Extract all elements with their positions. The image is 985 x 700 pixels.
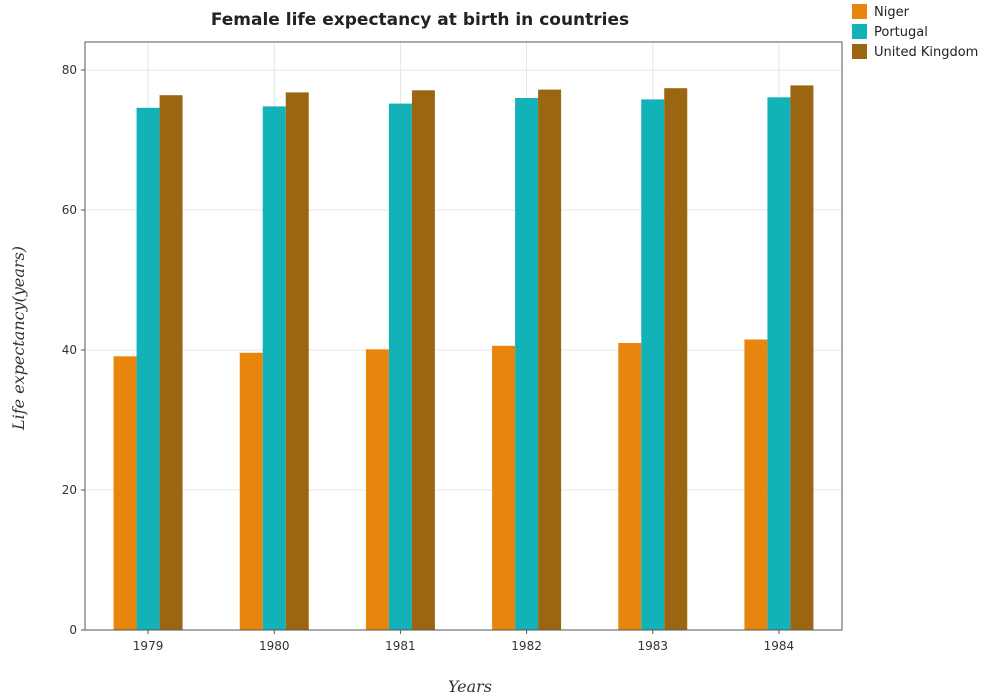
bar-united-kingdom-1982 — [538, 89, 562, 631]
x-tick-label: 1980 — [259, 639, 290, 653]
axes-layer — [84, 41, 843, 631]
x-tick-label: 1979 — [133, 639, 164, 653]
bar-united-kingdom-1980 — [285, 92, 309, 630]
legend-label: Niger — [874, 5, 910, 20]
x-tick-label: 1982 — [511, 639, 542, 653]
bar-portugal-1984 — [767, 97, 791, 631]
y-tick-label: 60 — [62, 203, 77, 217]
bar-united-kingdom-1981 — [411, 90, 435, 631]
bar-united-kingdom-1983 — [664, 88, 688, 630]
legend-swatch — [852, 44, 867, 59]
ticks-layer: 0 20 40 60 80 1979 1980 1981 1982 1983 1984 — [62, 63, 794, 653]
y-tick-label: 80 — [62, 63, 77, 77]
legend-label: United Kingdom — [874, 45, 978, 60]
y-tick-label: 40 — [62, 343, 77, 357]
grid-layer — [85, 42, 842, 631]
bar-portugal-1979 — [136, 107, 160, 631]
bar-united-kingdom-1979 — [159, 95, 183, 630]
bar-portugal-1980 — [262, 106, 286, 630]
x-axis-label: Years — [448, 677, 492, 696]
y-tick-label: 20 — [62, 483, 77, 497]
bars-layer — [113, 85, 814, 631]
legend-swatch — [852, 24, 867, 39]
x-tick-label: 1981 — [385, 639, 416, 653]
bar-united-kingdom-1984 — [790, 85, 814, 630]
bar-niger-1983 — [618, 343, 642, 630]
legend: Niger Portugal United Kingdom — [852, 4, 978, 60]
y-tick-label: 0 — [69, 623, 77, 637]
bar-niger-1979 — [113, 356, 137, 630]
chart-title: Female life expectancy at birth in count… — [211, 10, 629, 30]
bar-niger-1982 — [492, 345, 516, 630]
legend-swatch — [852, 4, 867, 19]
plot-frame — [84, 41, 843, 631]
x-tick-label: 1983 — [637, 639, 668, 653]
x-tick-label: 1984 — [764, 639, 795, 653]
bar-portugal-1981 — [388, 103, 412, 631]
bar-portugal-1982 — [515, 98, 539, 630]
y-axis-label: Life expectancy(years) — [9, 246, 28, 431]
legend-label: Portugal — [874, 25, 928, 40]
bar-portugal-1983 — [641, 99, 665, 630]
bar-niger-1980 — [239, 352, 263, 630]
bar-niger-1981 — [365, 349, 389, 630]
bar-niger-1984 — [744, 339, 768, 630]
